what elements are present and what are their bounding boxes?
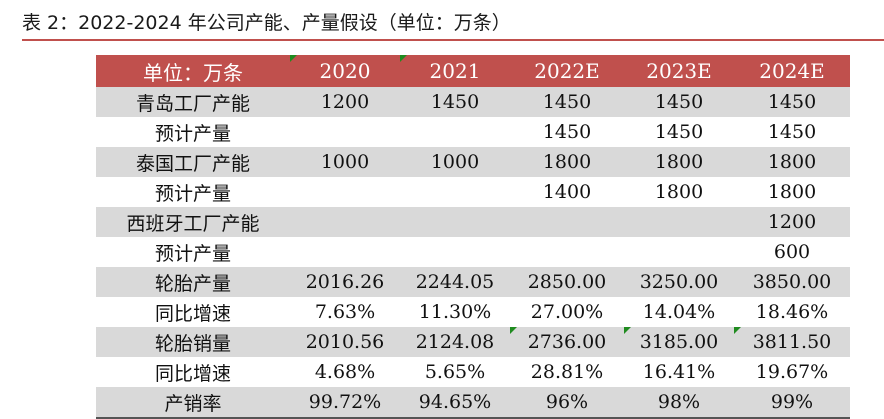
- table-cell: 18.46%: [755, 301, 829, 323]
- cell-value: 2736.00: [527, 331, 607, 353]
- row-label: 预计产量: [154, 122, 231, 145]
- table-cell: 2010.56: [290, 327, 400, 357]
- header-2022e: 2022E: [510, 55, 624, 87]
- table-cell: [624, 237, 734, 267]
- table-cell: 1450: [654, 121, 704, 143]
- table-cell: 1400: [542, 181, 592, 203]
- table-cell: 96%: [510, 387, 624, 419]
- table-row: 预计产量 1400 1800 1800: [96, 177, 850, 207]
- table-cell: 2124.08: [400, 327, 510, 357]
- row-label: 泰国工厂产能: [96, 147, 290, 177]
- table-cell: [290, 207, 400, 237]
- table-row: 轮胎产量 2016.26 2244.05 2850.00 3250.00 385…: [96, 267, 850, 297]
- row-label: 预计产量: [154, 242, 231, 265]
- table-cell: 27.00%: [530, 301, 604, 323]
- table-cell: 3850.00: [734, 267, 850, 297]
- table-cell: 3185.00: [624, 327, 734, 357]
- comment-marker-icon: [400, 55, 407, 62]
- table-cell: [400, 177, 510, 207]
- table-cell: [290, 177, 400, 207]
- table-cell: 2736.00: [510, 327, 624, 357]
- table-caption: 表 2：2022-2024 年公司产能、产量假设（单位：万条）: [22, 12, 511, 34]
- table-cell: 1450: [734, 87, 850, 117]
- table-cell: 2016.26: [290, 267, 400, 297]
- table-cell: [290, 237, 400, 267]
- table-cell: 99%: [734, 387, 850, 419]
- table-cell: 99.72%: [290, 387, 400, 419]
- table-cell: [290, 117, 400, 147]
- table-cell: 98%: [624, 387, 734, 419]
- table-cell: 3250.00: [624, 267, 734, 297]
- table-cell: [400, 237, 510, 267]
- header-2021: 2021: [400, 55, 510, 87]
- table-cell: 1450: [510, 87, 624, 117]
- header-2023e: 2023E: [624, 55, 734, 87]
- header-unit: 单位：万条: [96, 55, 290, 87]
- table-cell: 5.65%: [424, 361, 486, 383]
- table-cell: 1800: [624, 147, 734, 177]
- table-cell: 28.81%: [530, 361, 604, 383]
- cell-value: 3811.50: [752, 331, 832, 353]
- table-cell: 1000: [400, 147, 510, 177]
- header-label: 2020: [319, 59, 371, 83]
- table-cell: 2850.00: [510, 267, 624, 297]
- header-label: 2021: [429, 59, 481, 83]
- row-label: 轮胎销量: [96, 327, 290, 357]
- table-cell: [624, 207, 734, 237]
- header-2024e: 2024E: [734, 55, 850, 87]
- capacity-table: 单位：万条 2020 2021 2022E 2023E 2024E 青岛工厂产能…: [96, 55, 850, 419]
- table-cell: 1200: [290, 87, 400, 117]
- table-row: 预计产量 1450 1450 1450: [96, 117, 850, 147]
- row-label: 轮胎产量: [96, 267, 290, 297]
- table-cell: 1450: [624, 87, 734, 117]
- comment-marker-icon: [624, 327, 631, 334]
- table-cell: 1450: [542, 121, 592, 143]
- table-row: 同比增速 7.63% 11.30% 27.00% 14.04% 18.46%: [96, 297, 850, 327]
- row-label: 西班牙工厂产能: [96, 207, 290, 237]
- table-cell: 1800: [767, 181, 817, 203]
- table-row: 西班牙工厂产能 1200: [96, 207, 850, 237]
- row-label: 预计产量: [154, 182, 231, 205]
- table-row: 泰国工厂产能 1000 1000 1800 1800 1800: [96, 147, 850, 177]
- comment-marker-icon: [290, 55, 297, 62]
- table-cell: 94.65%: [400, 387, 510, 419]
- table-cell: 14.04%: [642, 301, 716, 323]
- table-cell: [510, 207, 624, 237]
- row-label: 同比增速: [154, 362, 231, 385]
- table-cell: 16.41%: [642, 361, 716, 383]
- row-label: 同比增速: [154, 302, 231, 325]
- table-cell: 7.63%: [314, 301, 376, 323]
- table-row: 预计产量 600: [96, 237, 850, 267]
- table-cell: 1800: [734, 147, 850, 177]
- table-row: 产销率 99.72% 94.65% 96% 98% 99%: [96, 387, 850, 419]
- row-label: 产销率: [96, 387, 290, 419]
- table-cell: 1800: [654, 181, 704, 203]
- comment-marker-icon: [510, 327, 517, 334]
- header-2020: 2020: [290, 55, 400, 87]
- cell-value: 3185.00: [639, 331, 719, 353]
- table-cell: 11.30%: [418, 301, 492, 323]
- table-cell: [400, 117, 510, 147]
- table-cell: 2244.05: [400, 267, 510, 297]
- header-row: 单位：万条 2020 2021 2022E 2023E 2024E: [96, 55, 850, 87]
- table-row: 轮胎销量 2010.56 2124.08 2736.00 3185.00 381…: [96, 327, 850, 357]
- caption-rule: [22, 39, 884, 41]
- table-cell: 1200: [734, 207, 850, 237]
- table-cell: [510, 237, 624, 267]
- table-cell: 600: [773, 241, 811, 263]
- comment-marker-icon: [734, 327, 741, 334]
- table-cell: 19.67%: [755, 361, 829, 383]
- table-cell: 1800: [510, 147, 624, 177]
- table-row: 青岛工厂产能 1200 1450 1450 1450 1450: [96, 87, 850, 117]
- table-row: 同比增速 4.68% 5.65% 28.81% 16.41% 19.67%: [96, 357, 850, 387]
- row-label: 青岛工厂产能: [96, 87, 290, 117]
- table-cell: 3811.50: [734, 327, 850, 357]
- table-cell: 4.68%: [314, 361, 376, 383]
- table-cell: [400, 207, 510, 237]
- table-cell: 1450: [400, 87, 510, 117]
- table-cell: 1000: [290, 147, 400, 177]
- table-cell: 1450: [767, 121, 817, 143]
